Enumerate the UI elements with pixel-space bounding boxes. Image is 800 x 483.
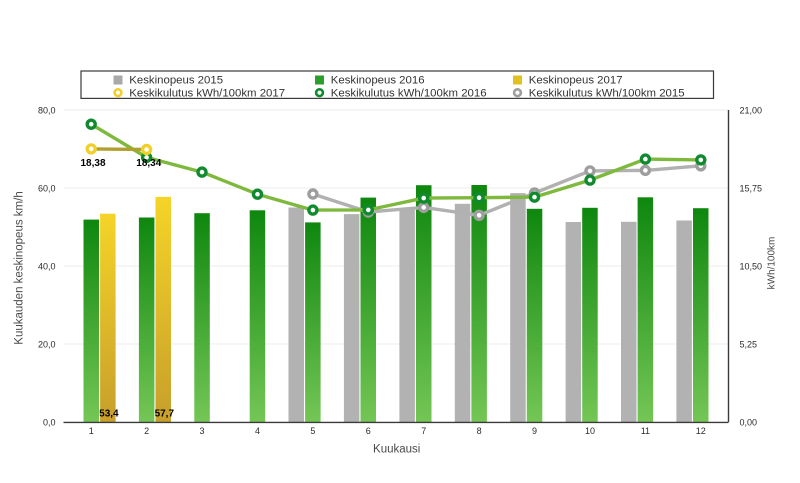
svg-text:Kuukauden keskinopeus km/h: Kuukauden keskinopeus km/h [14, 191, 26, 344]
svg-text:0,0: 0,0 [43, 417, 56, 427]
svg-text:Keskikulutus kWh/100km 2015: Keskikulutus kWh/100km 2015 [529, 87, 685, 99]
svg-text:18,38: 18,38 [80, 158, 105, 169]
svg-text:Keskinopeus 2015: Keskinopeus 2015 [129, 75, 223, 87]
svg-text:kWh/100km: kWh/100km [767, 237, 778, 290]
svg-text:80,0: 80,0 [38, 105, 56, 115]
svg-text:6: 6 [366, 426, 371, 436]
svg-text:8: 8 [477, 426, 482, 436]
svg-text:5: 5 [310, 426, 315, 436]
svg-text:5,25: 5,25 [740, 339, 758, 349]
svg-text:Kuukausi: Kuukausi [373, 444, 420, 456]
svg-text:53,4: 53,4 [99, 408, 119, 419]
svg-text:Keskikulutus kWh/100km 2016: Keskikulutus kWh/100km 2016 [331, 87, 487, 99]
svg-text:40,0: 40,0 [38, 261, 56, 271]
svg-text:Keskikulutus kWh/100km 2017: Keskikulutus kWh/100km 2017 [129, 87, 285, 99]
svg-text:11: 11 [641, 426, 650, 436]
svg-text:9: 9 [532, 426, 537, 436]
svg-text:20,0: 20,0 [38, 339, 56, 349]
svg-text:Keskinopeus 2016: Keskinopeus 2016 [331, 75, 425, 87]
svg-text:2: 2 [144, 426, 149, 436]
svg-text:21,00: 21,00 [740, 105, 763, 115]
svg-text:10: 10 [585, 426, 595, 436]
svg-text:Keskinopeus 2017: Keskinopeus 2017 [529, 75, 623, 87]
svg-text:4: 4 [255, 426, 260, 436]
svg-text:10,50: 10,50 [740, 261, 763, 271]
svg-text:18,34: 18,34 [136, 158, 161, 169]
svg-text:15,75: 15,75 [740, 183, 763, 193]
svg-text:1: 1 [89, 426, 94, 436]
svg-text:0,00: 0,00 [740, 417, 758, 427]
svg-text:57,7: 57,7 [155, 408, 175, 419]
svg-text:12: 12 [696, 426, 706, 436]
svg-text:3: 3 [199, 426, 204, 436]
svg-text:7: 7 [421, 426, 426, 436]
svg-text:60,0: 60,0 [38, 183, 56, 193]
